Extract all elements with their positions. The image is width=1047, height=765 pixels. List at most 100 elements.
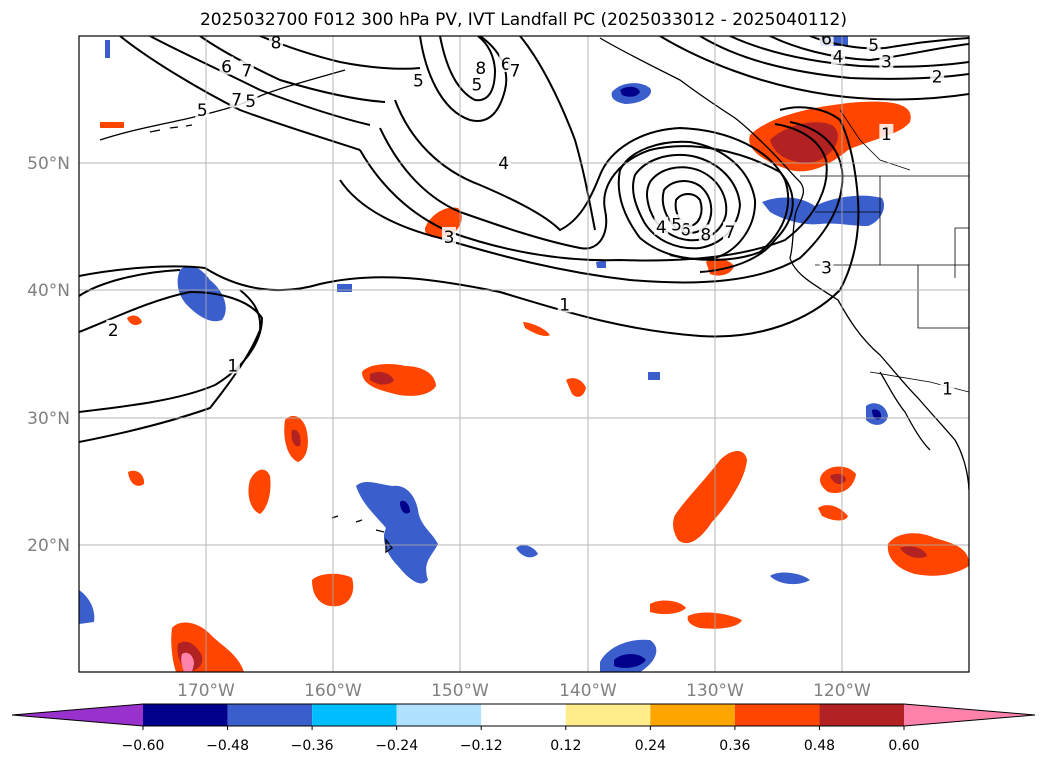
- colorbar-label: −0.36: [291, 738, 334, 754]
- lon-label-150w: 150°W: [431, 681, 489, 701]
- lat-label-50n: 50°N: [27, 154, 70, 174]
- contour-label-bg: [557, 294, 572, 313]
- lat-axis: 50°N 40°N 30°N 20°N: [27, 154, 70, 556]
- contour-label: 8: [271, 33, 282, 53]
- contour-label-bg: [219, 56, 234, 75]
- gridlines: [79, 36, 969, 672]
- coastline-hawaii: [331, 515, 393, 554]
- ivt-positive-small: [818, 505, 848, 521]
- contour-label: 7: [241, 61, 252, 81]
- border-canada-provinces: [839, 109, 911, 171]
- ivt-positive-core: [770, 122, 838, 163]
- lon-label-140w: 140°W: [559, 681, 617, 701]
- contour-label-bg: [508, 60, 523, 79]
- pv-contour-1-ring: [79, 269, 181, 297]
- contour-label-bg: [654, 216, 669, 235]
- lat-label-20n: 20°N: [27, 536, 70, 556]
- colorbar-swatch: [227, 704, 313, 726]
- ivt-negative-small: [337, 284, 352, 292]
- lon-axis: 170°W 160°W 150°W 140°W 130°W 120°W: [177, 681, 871, 701]
- colorbar-label: 0.60: [888, 738, 919, 754]
- colorbar-swatch: [396, 704, 482, 726]
- contour-label-bg: [819, 257, 834, 276]
- ivt-positive-small: [128, 470, 145, 486]
- ivt-negative-area: [356, 481, 438, 584]
- contour-label: 2: [932, 68, 943, 88]
- ivt-positive-area: [650, 600, 686, 615]
- contour-label-bg: [940, 378, 955, 397]
- contour-label-bg: [879, 123, 894, 142]
- ivt-positive-small: [566, 378, 586, 397]
- contour-label: 3: [821, 259, 832, 279]
- contour-label-bg: [831, 46, 846, 65]
- ivt-negative-core: [620, 86, 640, 97]
- contour-label-bg: [243, 90, 258, 109]
- contour-label-bg: [469, 74, 484, 93]
- pv-contour-low-inner: [617, 140, 757, 261]
- ivt-negative-small: [516, 545, 538, 558]
- contour-label-bg: [698, 224, 713, 243]
- colorbar-swatch: [650, 704, 735, 726]
- colorbar-swatch: [565, 704, 651, 726]
- ivt-positive-small: [127, 315, 142, 326]
- map-title: 2025032700 F012 300 hPa PV, IVT Landfall…: [199, 10, 847, 30]
- ivt-positive-core: [370, 372, 394, 385]
- pv-contour-3-north: [729, 36, 969, 68]
- colorbar-label: 0.24: [635, 738, 666, 754]
- ivt-negative-core: [614, 654, 646, 668]
- pv-contour-5-main: [394, 99, 790, 261]
- contour-label-bg: [473, 57, 488, 76]
- contour-label-bg: [866, 36, 881, 53]
- contour-label: 6: [221, 58, 232, 78]
- contour-label-bg: [195, 99, 210, 118]
- lon-label-120w: 120°W: [813, 681, 871, 701]
- pv-contour-nw: [199, 36, 386, 103]
- coastline-aleutian-islands: [149, 124, 193, 133]
- ivt-positive-area: [248, 469, 271, 514]
- pv-contour-4-north: [769, 36, 969, 62]
- border-us-mexico: [869, 371, 969, 393]
- pv-contour-2-ring: [79, 290, 264, 413]
- pv-contour-low-inner: [661, 180, 713, 234]
- colorbar-label: 0.36: [719, 738, 750, 754]
- coastline-baja: [879, 371, 931, 451]
- contour-label: 5: [472, 75, 483, 95]
- contour-label-bg: [669, 214, 684, 233]
- contour-label: 7: [231, 91, 242, 111]
- contour-label: 6: [821, 30, 832, 50]
- ivt-positive-small: [523, 322, 550, 337]
- ivt-positive-core: [900, 546, 927, 558]
- colorbar-swatch: [143, 704, 228, 726]
- colorbar-label: −0.12: [460, 738, 503, 754]
- contour-label: 2: [108, 321, 119, 341]
- pv-contour-1-south: [79, 289, 262, 443]
- contour-label: 3: [444, 228, 455, 248]
- contour-label: 6: [501, 55, 512, 75]
- colorbar-label: −0.60: [122, 738, 165, 754]
- contour-label: 1: [942, 379, 953, 399]
- ivt-negative-small: [105, 40, 110, 58]
- colorbar-swatch: [819, 704, 904, 726]
- contour-label: 1: [227, 356, 238, 376]
- colorbar-extend-low: [12, 704, 143, 726]
- contour-label: 1: [559, 295, 570, 315]
- colorbar-label: 0.12: [550, 738, 581, 754]
- pv-contour-trough-west-inner: [439, 36, 497, 102]
- contour-label: 4: [498, 154, 509, 174]
- pv-contour-nw: [149, 36, 371, 126]
- contour-label: 3: [881, 52, 892, 72]
- coastline-alaska-peninsula: [99, 69, 346, 141]
- lat-label-30n: 30°N: [27, 409, 70, 429]
- state-borders: [800, 109, 969, 393]
- contour-label: 7: [510, 61, 521, 81]
- pv-contour-1-main: [79, 106, 860, 338]
- contour-label: 8: [475, 59, 486, 79]
- contour-label-bg: [239, 60, 254, 79]
- lon-label-130w: 130°W: [686, 681, 744, 701]
- contour-label-bg: [722, 221, 737, 240]
- ivt-negative-small: [770, 572, 810, 585]
- lat-label-40n: 40°N: [27, 281, 70, 301]
- lon-label-160w: 160°W: [304, 681, 362, 701]
